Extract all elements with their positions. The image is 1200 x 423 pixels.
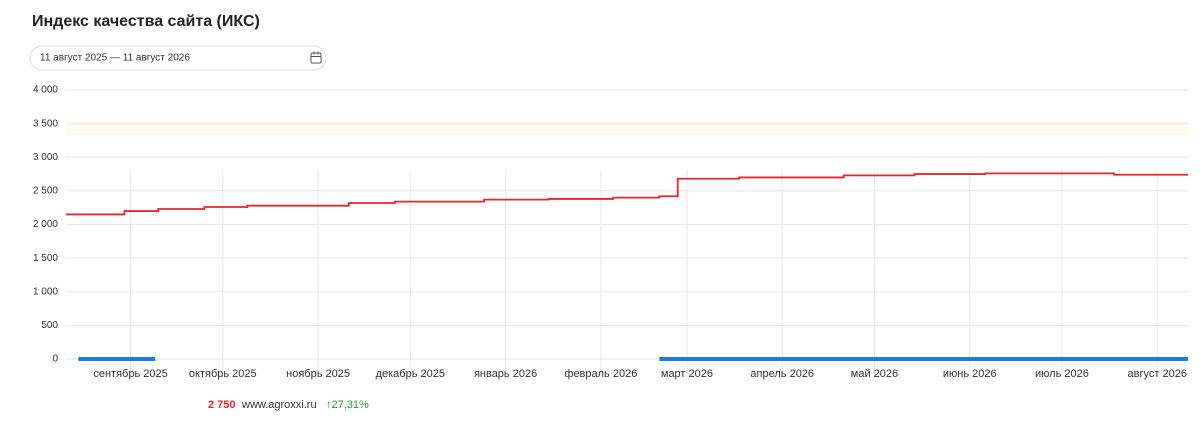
legend-value: 2 750	[208, 399, 236, 411]
x-tick-label: март 2026	[661, 368, 713, 380]
y-tick-label: 2 500	[33, 186, 58, 197]
date-range: 11 август 2025 — 11 август 2026	[40, 53, 190, 64]
y-tick-label: 0	[52, 354, 58, 365]
y-tick-label: 4 000	[33, 85, 58, 96]
y-tick-label: 3 500	[33, 118, 58, 129]
x-tick-label: апрель 2026	[750, 368, 814, 380]
y-tick-label: 500	[41, 320, 58, 331]
x-tick-label: октябрь 2025	[189, 368, 257, 380]
chart-title: Индекс качества сайта (ИКС)	[32, 13, 260, 30]
legend-name: www.agroxxi.ru	[241, 399, 317, 411]
x-tick-label: декабрь 2025	[376, 368, 445, 380]
x-tick-label: январь 2026	[474, 368, 537, 380]
legend-change: ↑27,31%	[326, 399, 369, 411]
highlight-band	[66, 123, 1188, 135]
x-tick-label: май 2026	[851, 368, 898, 380]
x-tick-label: июль 2026	[1035, 368, 1089, 380]
y-tick-label: 2 000	[33, 219, 58, 230]
calendar-icon[interactable]	[310, 51, 322, 64]
series-line	[66, 172, 1188, 216]
y-tick-label: 3 000	[33, 152, 58, 163]
x-tick-label: сентябрь 2025	[93, 368, 167, 380]
x-tick-label: февраль 2026	[564, 368, 637, 380]
y-tick-label: 1 000	[33, 286, 58, 297]
x-tick-label: август 2026	[1128, 368, 1187, 380]
x-tick-label: июнь 2026	[943, 368, 997, 380]
date-picker[interactable]	[29, 45, 327, 71]
y-tick-label: 1 500	[33, 253, 58, 264]
x-tick-label: ноябрь 2025	[286, 368, 350, 380]
